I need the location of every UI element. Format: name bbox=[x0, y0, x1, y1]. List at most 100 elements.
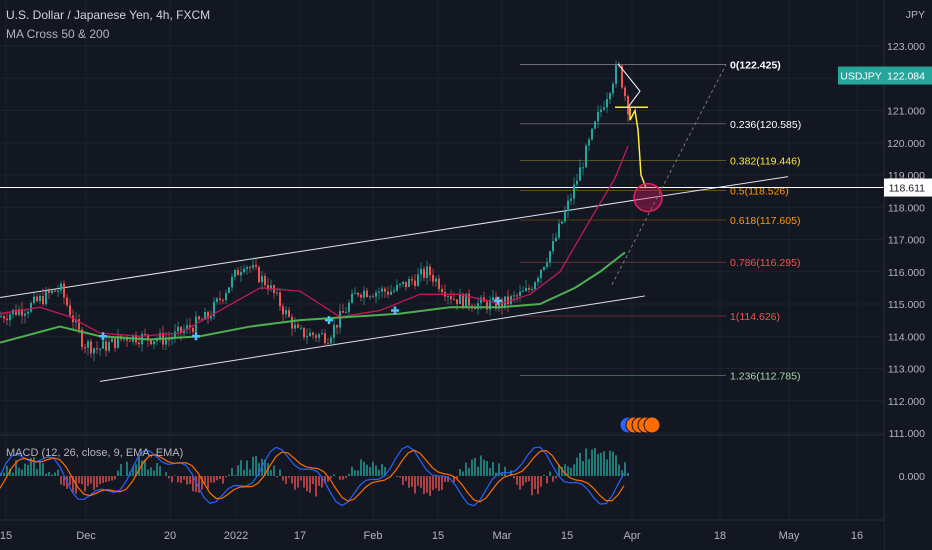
macd-histogram-bar bbox=[573, 464, 575, 476]
candle bbox=[624, 87, 626, 97]
macd-histogram-bar bbox=[156, 463, 158, 476]
candle bbox=[468, 293, 470, 306]
macd-histogram-bar bbox=[414, 476, 416, 494]
macd-histogram-bar bbox=[21, 469, 23, 476]
candle bbox=[381, 288, 383, 292]
macd-histogram-bar bbox=[570, 468, 572, 476]
macd-histogram-bar bbox=[543, 474, 545, 476]
y-tick-label: 114.000 bbox=[888, 331, 925, 343]
macd-histogram-bar bbox=[561, 466, 563, 476]
y-tick-label: 121.000 bbox=[887, 106, 925, 118]
candle bbox=[432, 275, 434, 282]
macd-histogram-bar bbox=[555, 476, 557, 479]
candle bbox=[237, 269, 239, 276]
indicator-macd[interactable]: MACD (12, 26, close, 9, EMA, EMA) bbox=[6, 447, 184, 459]
candle bbox=[615, 64, 617, 84]
candle bbox=[129, 340, 131, 342]
candle bbox=[393, 290, 395, 292]
candle bbox=[210, 316, 212, 319]
macd-histogram-bar bbox=[36, 468, 38, 476]
candle bbox=[522, 290, 524, 292]
candle bbox=[378, 291, 380, 293]
candle bbox=[180, 326, 182, 334]
candle bbox=[597, 111, 599, 122]
fib-level-label: 0.786(116.295) bbox=[730, 257, 800, 269]
candle bbox=[531, 288, 533, 290]
candle bbox=[216, 298, 218, 302]
macd-histogram-bar bbox=[213, 476, 215, 483]
macd-histogram-bar bbox=[219, 476, 221, 480]
macd-histogram-bar bbox=[540, 476, 542, 487]
macd-histogram-bar bbox=[375, 465, 377, 476]
macd-histogram-bar bbox=[240, 460, 242, 476]
y-tick-label: 118.000 bbox=[888, 202, 925, 214]
macd-histogram-bar bbox=[24, 463, 26, 476]
candle bbox=[222, 299, 224, 301]
macd-histogram-bar bbox=[279, 469, 281, 476]
macd-histogram-bar bbox=[612, 451, 614, 476]
ma-cross-marker bbox=[99, 332, 107, 341]
candle bbox=[258, 266, 260, 283]
event-badge-icon[interactable] bbox=[643, 416, 661, 434]
price-axis[interactable] bbox=[884, 0, 932, 550]
candle bbox=[402, 281, 404, 284]
candle bbox=[492, 297, 494, 301]
candle bbox=[429, 266, 431, 276]
channel-upper-line[interactable] bbox=[0, 176, 789, 299]
fib-level-label: 1(114.626) bbox=[730, 311, 780, 323]
candle bbox=[99, 348, 101, 350]
indicator-ma-cross[interactable]: MA Cross 50 & 200 bbox=[6, 27, 110, 41]
macd-histogram-bar bbox=[372, 461, 374, 476]
candle bbox=[144, 333, 146, 335]
candle bbox=[108, 342, 110, 351]
candle bbox=[612, 83, 614, 94]
candle bbox=[606, 99, 608, 108]
macd-histogram-bar bbox=[207, 476, 209, 489]
macd-histogram-bar bbox=[438, 476, 440, 491]
macd-histogram-bar bbox=[102, 476, 104, 484]
macd-histogram-bar bbox=[480, 455, 482, 476]
macd-histogram-bar bbox=[183, 476, 185, 480]
symbol-title[interactable]: U.S. Dollar / Japanese Yen, 4h, FXCM bbox=[6, 8, 211, 22]
candle bbox=[126, 338, 128, 341]
candle bbox=[60, 283, 62, 291]
candle bbox=[3, 316, 5, 319]
macd-histogram-bar bbox=[384, 466, 386, 476]
candle bbox=[447, 296, 449, 298]
candle bbox=[312, 332, 314, 336]
macd-histogram-bar bbox=[324, 476, 326, 484]
macd-histogram-bar bbox=[459, 469, 461, 476]
candle bbox=[48, 290, 50, 294]
candle bbox=[234, 269, 236, 277]
macd-histogram-bar bbox=[531, 476, 533, 496]
macd-histogram-bar bbox=[72, 476, 74, 493]
projection-path[interactable] bbox=[629, 107, 647, 189]
candle bbox=[516, 295, 518, 297]
crosshair-price-label: 118.611 bbox=[889, 183, 926, 195]
candle bbox=[513, 295, 515, 297]
macd-histogram-bar bbox=[528, 476, 530, 482]
macd-histogram-bar bbox=[387, 475, 389, 476]
macd-histogram-bar bbox=[135, 464, 137, 476]
macd-histogram-bar bbox=[303, 476, 305, 488]
macd-histogram-bar bbox=[225, 476, 227, 478]
candle bbox=[51, 290, 53, 294]
target-circle[interactable] bbox=[633, 182, 663, 213]
macd-histogram-bar bbox=[150, 467, 152, 476]
triangle-annotation[interactable] bbox=[617, 63, 641, 108]
time-axis[interactable] bbox=[0, 520, 884, 550]
candle bbox=[420, 268, 422, 275]
candle bbox=[450, 296, 452, 300]
macd-histogram-bar bbox=[546, 476, 548, 484]
candle bbox=[18, 309, 20, 315]
candle bbox=[84, 347, 86, 349]
candle bbox=[78, 319, 80, 330]
macd-histogram-bar bbox=[138, 456, 140, 476]
candle bbox=[291, 316, 293, 329]
candle bbox=[279, 292, 281, 307]
candle bbox=[345, 311, 347, 313]
channel-lower-line[interactable] bbox=[99, 295, 646, 382]
candle bbox=[411, 278, 413, 281]
macd-histogram-bar bbox=[453, 476, 455, 483]
